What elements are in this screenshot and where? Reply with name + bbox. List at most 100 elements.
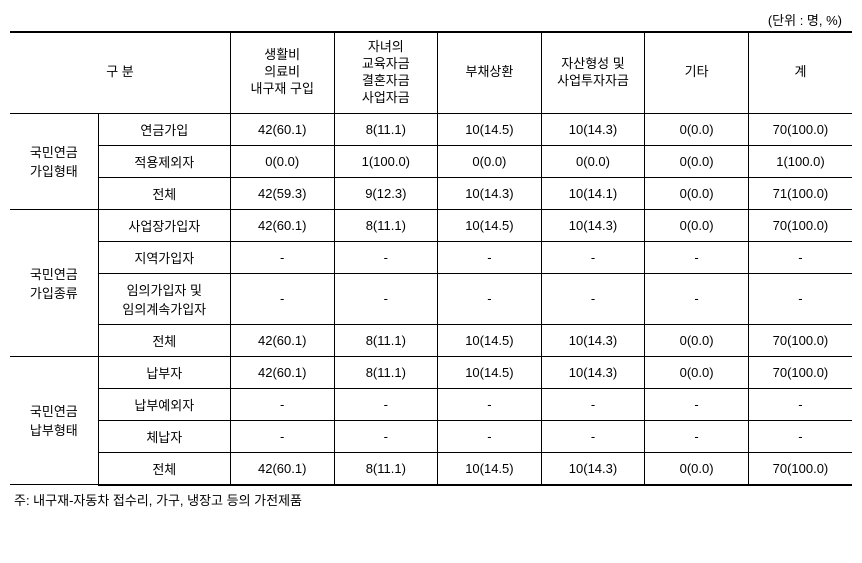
- data-cell: 8(11.1): [334, 324, 438, 356]
- row-label: 지역가입자: [98, 241, 230, 273]
- data-cell: 70(100.0): [748, 452, 852, 485]
- data-cell: 42(60.1): [230, 356, 334, 388]
- data-cell: 8(11.1): [334, 452, 438, 485]
- data-cell: -: [230, 273, 334, 324]
- table-row: 전체42(59.3)9(12.3)10(14.3)10(14.1)0(0.0)7…: [10, 177, 852, 209]
- data-cell: 70(100.0): [748, 113, 852, 145]
- table-row: 국민연금가입종류사업장가입자42(60.1)8(11.1)10(14.5)10(…: [10, 209, 852, 241]
- data-cell: -: [645, 273, 749, 324]
- data-cell: 10(14.5): [438, 324, 542, 356]
- data-cell: 0(0.0): [645, 177, 749, 209]
- data-cell: 71(100.0): [748, 177, 852, 209]
- data-cell: -: [748, 420, 852, 452]
- table-row: 임의가입자 및임의계속가입자------: [10, 273, 852, 324]
- data-cell: -: [645, 388, 749, 420]
- data-cell: -: [541, 273, 645, 324]
- data-cell: 70(100.0): [748, 209, 852, 241]
- table-body: 국민연금가입형태연금가입42(60.1)8(11.1)10(14.5)10(14…: [10, 113, 852, 485]
- row-label: 임의가입자 및임의계속가입자: [98, 273, 230, 324]
- header-category: 구 분: [10, 32, 230, 113]
- data-cell: -: [541, 420, 645, 452]
- data-cell: 10(14.3): [541, 113, 645, 145]
- header-row: 구 분 생활비의료비내구재 구입 자녀의교육자금결혼자금사업자금 부채상환 자산…: [10, 32, 852, 113]
- header-col4: 자산형성 및사업투자자금: [541, 32, 645, 113]
- data-cell: 1(100.0): [748, 145, 852, 177]
- data-cell: -: [334, 388, 438, 420]
- row-label: 사업장가입자: [98, 209, 230, 241]
- data-cell: 9(12.3): [334, 177, 438, 209]
- header-col3: 부채상환: [438, 32, 542, 113]
- header-col6: 계: [748, 32, 852, 113]
- data-cell: 8(11.1): [334, 113, 438, 145]
- row-label: 전체: [98, 324, 230, 356]
- data-cell: 42(60.1): [230, 452, 334, 485]
- data-cell: 10(14.3): [541, 452, 645, 485]
- data-cell: -: [230, 388, 334, 420]
- group-label: 국민연금납부형태: [10, 356, 98, 485]
- data-cell: 42(60.1): [230, 324, 334, 356]
- data-cell: 42(60.1): [230, 113, 334, 145]
- data-cell: -: [541, 388, 645, 420]
- header-col1: 생활비의료비내구재 구입: [230, 32, 334, 113]
- data-cell: -: [748, 273, 852, 324]
- data-cell: -: [334, 241, 438, 273]
- data-cell: -: [438, 273, 542, 324]
- footnote: 주: 내구재-자동차 접수리, 가구, 냉장고 등의 가전제품: [10, 486, 852, 509]
- data-table: 구 분 생활비의료비내구재 구입 자녀의교육자금결혼자금사업자금 부채상환 자산…: [10, 31, 852, 486]
- data-cell: -: [334, 420, 438, 452]
- data-cell: -: [645, 420, 749, 452]
- data-cell: 0(0.0): [645, 324, 749, 356]
- data-cell: -: [230, 420, 334, 452]
- data-cell: -: [334, 273, 438, 324]
- row-label: 연금가입: [98, 113, 230, 145]
- group-label: 국민연금가입형태: [10, 113, 98, 209]
- data-cell: 42(59.3): [230, 177, 334, 209]
- data-cell: 8(11.1): [334, 209, 438, 241]
- table-row: 체납자------: [10, 420, 852, 452]
- data-cell: 1(100.0): [334, 145, 438, 177]
- data-cell: -: [230, 241, 334, 273]
- data-cell: 10(14.3): [541, 209, 645, 241]
- data-cell: -: [645, 241, 749, 273]
- data-cell: 0(0.0): [230, 145, 334, 177]
- table-row: 지역가입자------: [10, 241, 852, 273]
- data-cell: 10(14.3): [438, 177, 542, 209]
- data-cell: 10(14.5): [438, 356, 542, 388]
- data-cell: -: [748, 241, 852, 273]
- table-row: 납부예외자------: [10, 388, 852, 420]
- data-cell: 0(0.0): [645, 145, 749, 177]
- data-cell: -: [438, 420, 542, 452]
- group-label: 국민연금가입종류: [10, 209, 98, 356]
- row-label: 전체: [98, 177, 230, 209]
- table-row: 국민연금납부형태납부자42(60.1)8(11.1)10(14.5)10(14.…: [10, 356, 852, 388]
- data-cell: -: [541, 241, 645, 273]
- table-row: 적용제외자0(0.0)1(100.0)0(0.0)0(0.0)0(0.0)1(1…: [10, 145, 852, 177]
- data-cell: 0(0.0): [645, 452, 749, 485]
- data-cell: -: [438, 388, 542, 420]
- data-cell: 0(0.0): [438, 145, 542, 177]
- data-cell: 10(14.5): [438, 452, 542, 485]
- table-row: 국민연금가입형태연금가입42(60.1)8(11.1)10(14.5)10(14…: [10, 113, 852, 145]
- data-cell: -: [438, 241, 542, 273]
- data-cell: 8(11.1): [334, 356, 438, 388]
- data-cell: 10(14.3): [541, 324, 645, 356]
- data-cell: 0(0.0): [645, 209, 749, 241]
- data-cell: 10(14.3): [541, 356, 645, 388]
- data-cell: -: [748, 388, 852, 420]
- data-cell: 42(60.1): [230, 209, 334, 241]
- unit-label: (단위 : 명, %): [10, 10, 852, 29]
- data-cell: 0(0.0): [645, 113, 749, 145]
- data-cell: 70(100.0): [748, 324, 852, 356]
- data-cell: 10(14.1): [541, 177, 645, 209]
- header-col5: 기타: [645, 32, 749, 113]
- row-label: 전체: [98, 452, 230, 485]
- header-col2: 자녀의교육자금결혼자금사업자금: [334, 32, 438, 113]
- row-label: 체납자: [98, 420, 230, 452]
- data-cell: 0(0.0): [541, 145, 645, 177]
- data-cell: 70(100.0): [748, 356, 852, 388]
- row-label: 적용제외자: [98, 145, 230, 177]
- data-cell: 10(14.5): [438, 113, 542, 145]
- row-label: 납부자: [98, 356, 230, 388]
- row-label: 납부예외자: [98, 388, 230, 420]
- data-cell: 0(0.0): [645, 356, 749, 388]
